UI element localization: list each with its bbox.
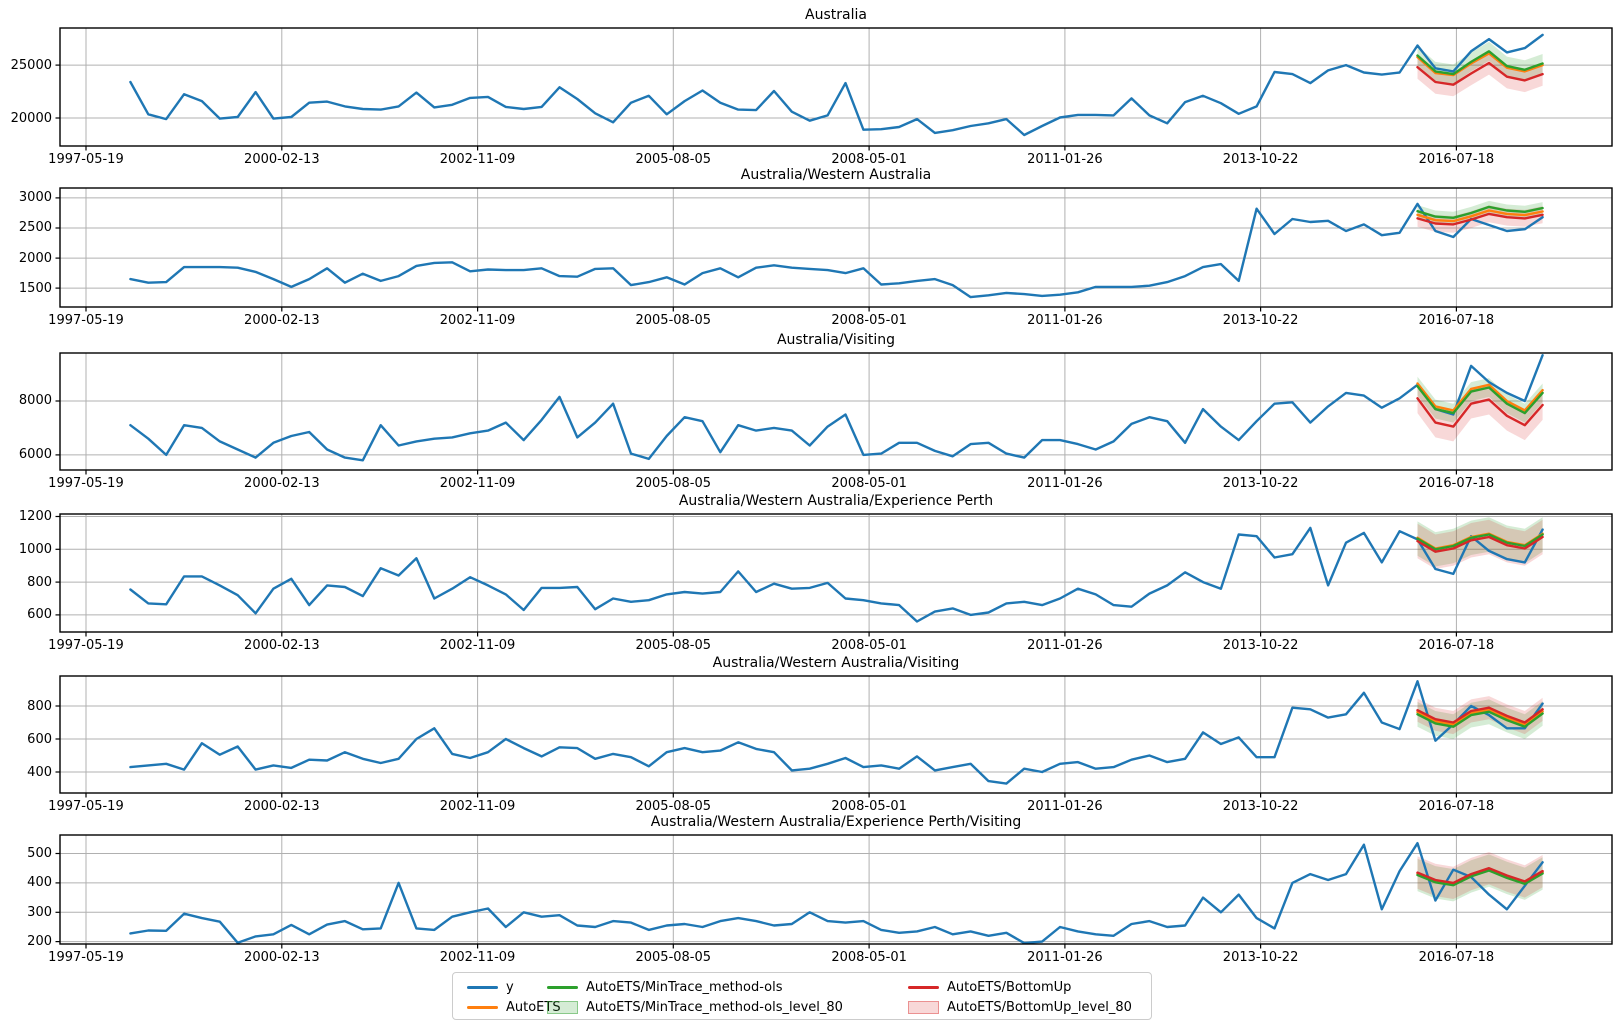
panel-australia-western-australia-visiting [55,675,1613,798]
series-y-line [129,33,1544,137]
axes-spines [59,187,1613,308]
series-bottomup-line [1416,397,1544,428]
axes-spines [59,352,1613,471]
grid [60,835,1612,944]
series-mintrace-line [1416,205,1544,219]
bottomup-level80-band [1417,205,1543,233]
series-y-line [129,526,1544,623]
grid [60,353,1612,470]
panel-australia-western-australia [55,187,1613,312]
legend-line-swatch-y [467,986,498,989]
panel-australia-western-australia-experience-perth [55,513,1613,637]
legend-line-swatch-autoets [467,1006,498,1009]
panel-australia-visiting [55,352,1613,475]
legend-label: AutoETS/MinTrace_method-ols [586,980,783,995]
grid [60,28,1612,146]
series-bottomup-line [1416,61,1544,86]
series-y-line [129,202,1544,299]
axes-spines [59,675,1613,794]
legend-label: y [506,980,514,995]
axes-spines [59,27,1613,147]
panel-australia [55,27,1613,151]
series-autoets-line [1416,52,1544,77]
panel-australia-western-australia-experience-perth-visiting [55,834,1613,949]
series-mintrace-line [1416,50,1544,76]
legend: y AutoETS AutoETS/MinTrace_method-ols AutoE… [452,972,1152,1020]
legend-label: AutoETS [506,1000,561,1015]
legend-line-swatch-autoets-mintrace-method-ols [547,986,578,989]
series-y-line [129,354,1544,462]
series-mintrace-line [1416,710,1544,728]
grid [60,188,1612,307]
series-bottomup-line [1416,867,1544,885]
series-mintrace-line [1416,869,1544,887]
series-bottomup-line [1416,535,1544,553]
series-bottomup-line [1416,212,1544,226]
grid [60,514,1612,632]
axes-spines [59,834,1613,945]
series-autoets-line [1416,708,1544,726]
series-y-line [129,842,1544,945]
bottomup-level80-band [1417,383,1543,442]
series-autoets-line [1416,382,1544,412]
legend-label: AutoETS/BottomUp [947,980,1072,995]
grid [60,676,1612,793]
legend-patch-swatch-autoets-mintrace-method-ols-level-80 [547,1001,578,1014]
legend-patch-swatch-autoets-bottomup-level-80 [908,1001,939,1014]
mintrace-level80-band [1417,854,1543,902]
series-bottomup-line [1416,706,1544,724]
series-y-line [129,680,1544,785]
series-autoets-line [1416,209,1544,223]
legend-label: AutoETS/BottomUp_level_80 [947,1000,1132,1015]
legend-line-swatch-autoets-bottomup [908,986,939,989]
bottomup-level80-band [1417,852,1543,899]
legend-label: AutoETS/MinTrace_method-ols_level_80 [586,1000,843,1015]
series-mintrace-line [1416,533,1544,551]
axes-spines [59,513,1613,633]
mintrace-level80-band [1417,517,1543,567]
series-mintrace-line [1416,385,1544,415]
